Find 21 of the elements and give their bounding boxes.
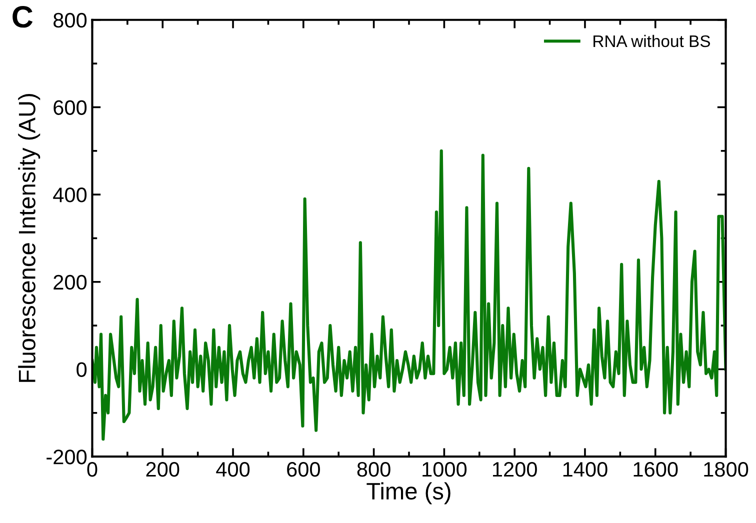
y-tick-label: 0: [76, 362, 87, 377]
x-tick-label: 600: [287, 462, 320, 477]
x-tick-label: 1600: [634, 462, 678, 477]
x-tick-label: 0: [87, 462, 98, 477]
x-axis-title: Time (s): [366, 482, 450, 504]
y-axis-title: Fluorescence Intensity (AU): [18, 94, 40, 382]
x-tick-label: 1000: [422, 462, 467, 477]
y-tick-label: 600: [54, 100, 87, 115]
y-tick-label: 400: [53, 188, 87, 202]
y-tick-label: 800: [54, 12, 87, 28]
y-tick-label: -200: [46, 450, 87, 464]
x-tick-label: 200: [146, 462, 180, 477]
line-series: [92, 149, 726, 441]
x-tick-label: 1200: [493, 462, 537, 477]
legend-label: RNA without BS: [594, 34, 710, 48]
text: C: [12, 6, 33, 28]
y-tick-label: 200: [54, 274, 87, 290]
x-tick-label: 1800: [704, 462, 748, 477]
x-tick-label: 800: [357, 462, 390, 477]
x-tick-label: 1400: [563, 462, 608, 477]
x-tick-label: 400: [216, 462, 250, 477]
